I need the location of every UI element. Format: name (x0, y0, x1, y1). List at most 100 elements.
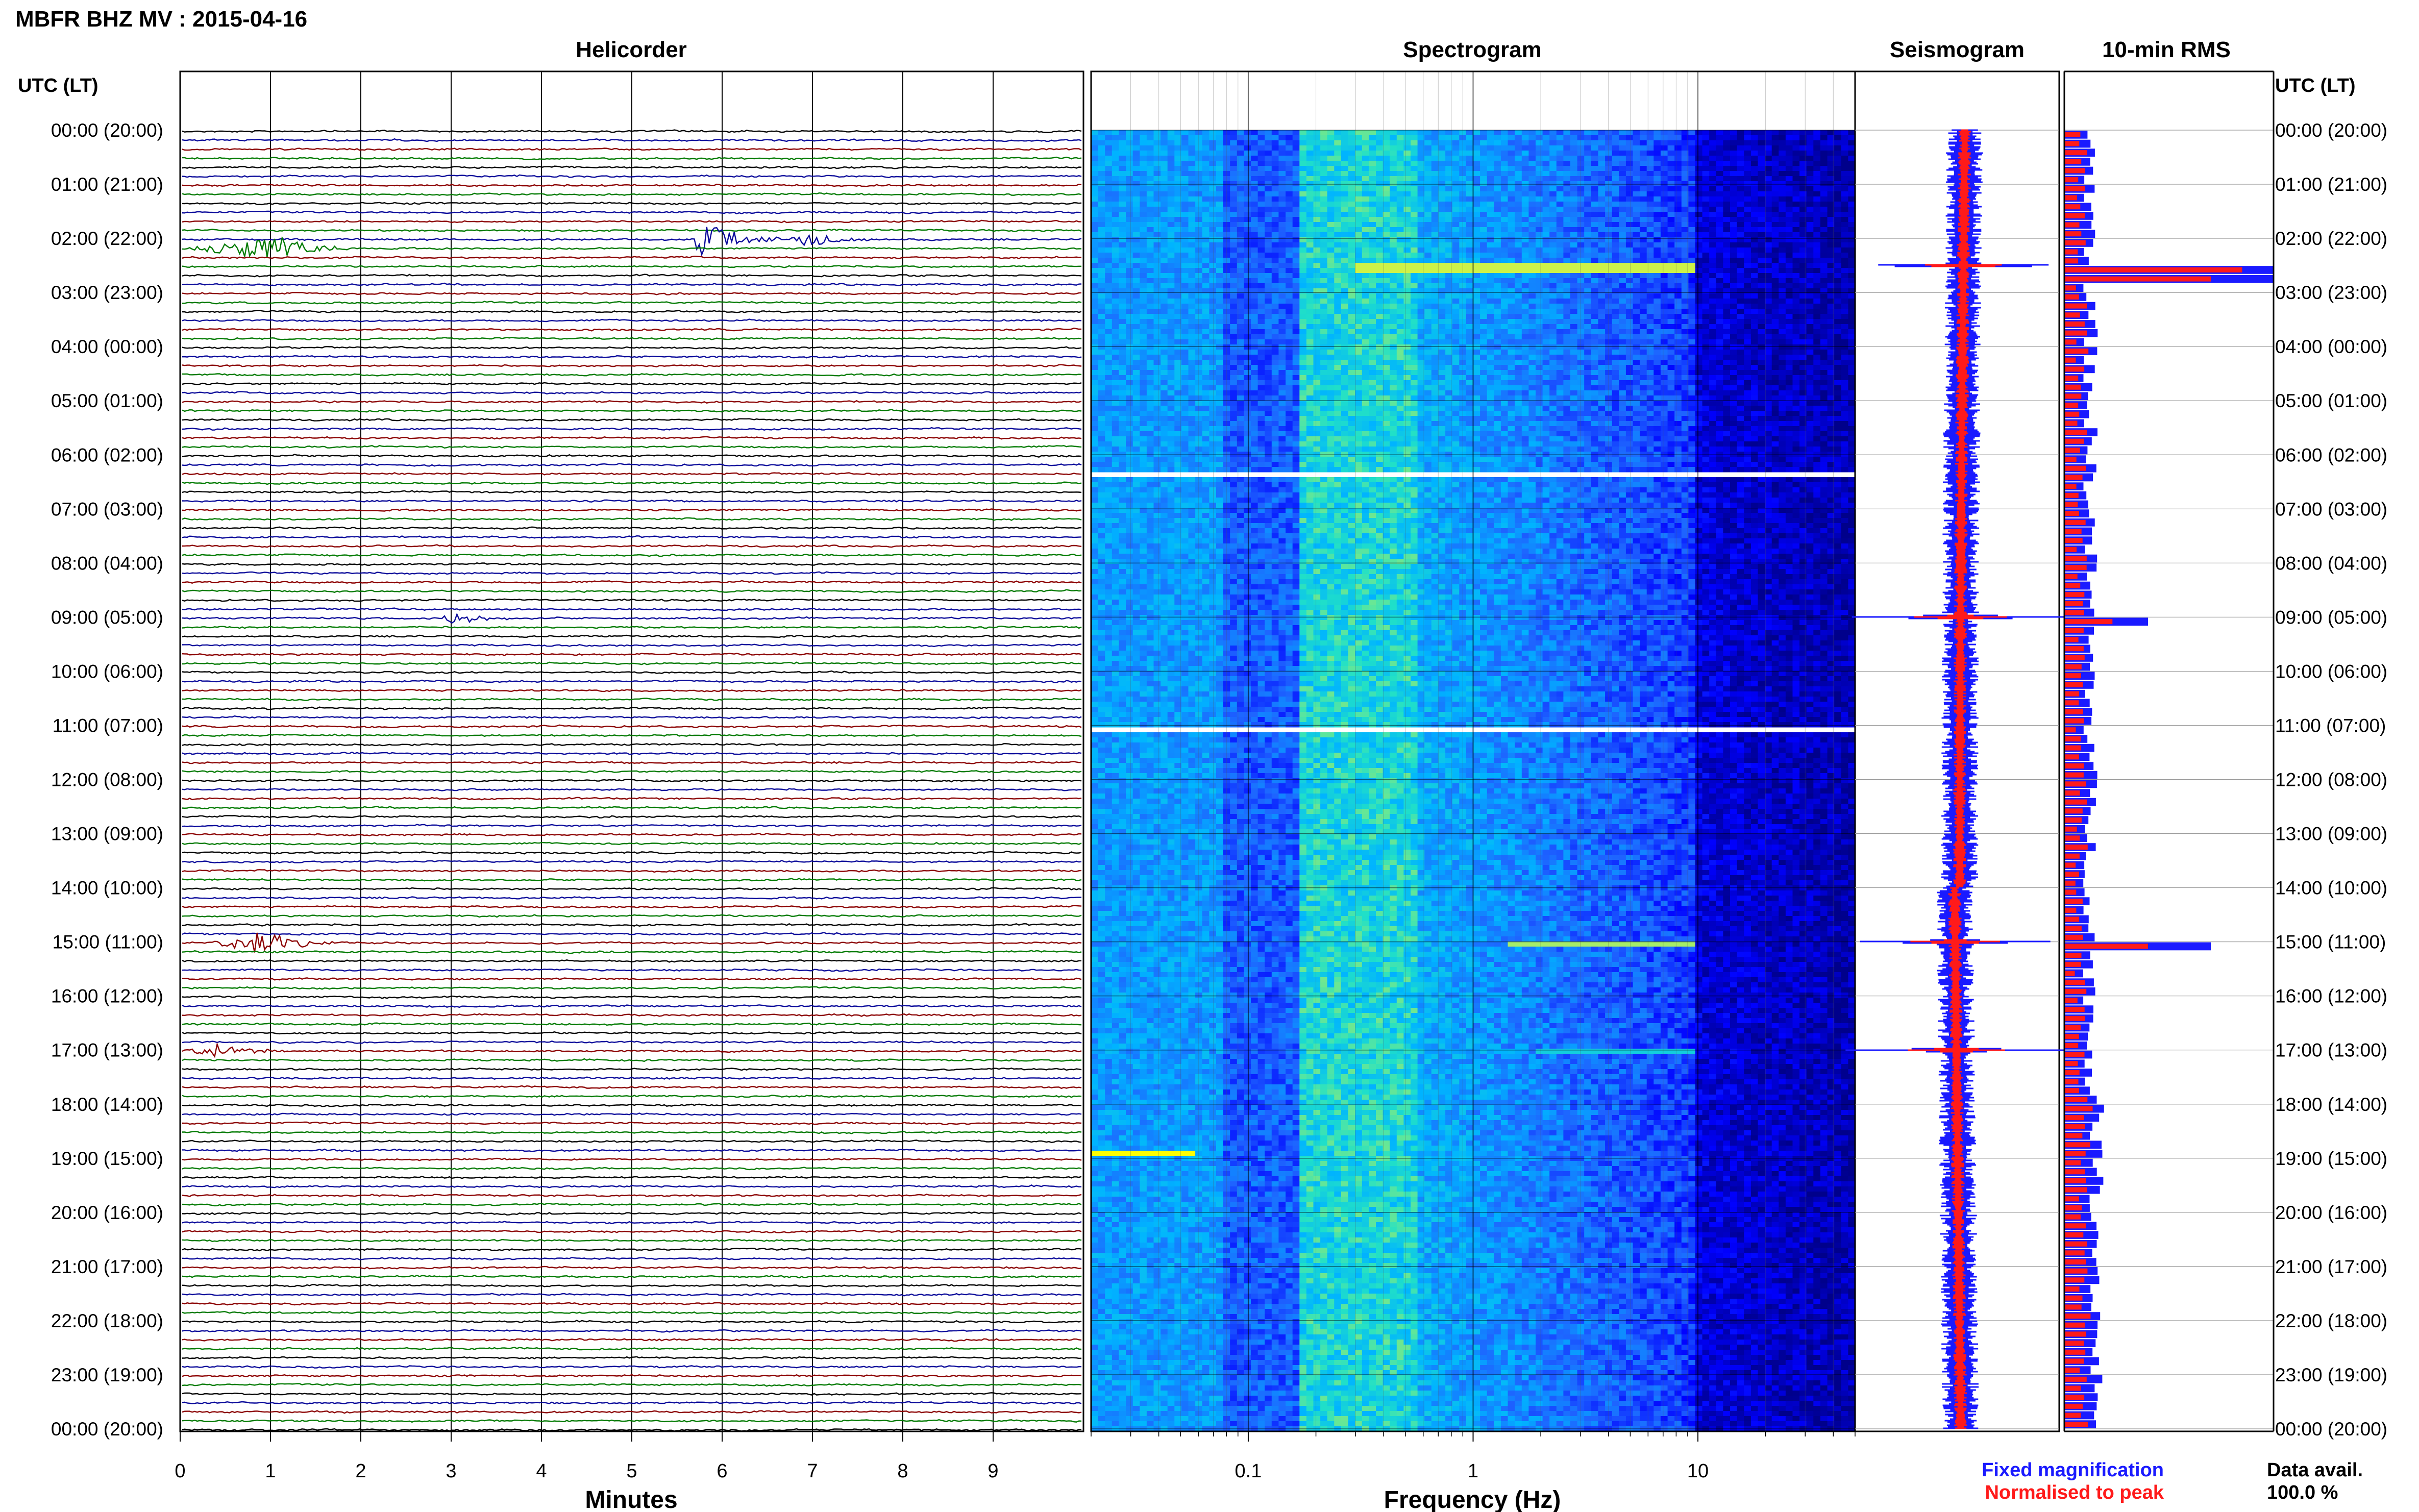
spectrogram-cell (1286, 140, 1293, 146)
spectrogram-cell (1744, 166, 1751, 171)
spectrogram-cell (1549, 135, 1557, 141)
spectrogram-cell (1320, 171, 1327, 177)
spectrogram-cell (1314, 130, 1321, 136)
spectrogram-cell (1765, 171, 1772, 177)
spectrogram-cell (1807, 145, 1814, 151)
spectrogram-cell (1799, 191, 1807, 197)
spectrogram-cell (1807, 181, 1814, 187)
spectrogram-cell (1793, 156, 1800, 161)
spectrogram-cell (1341, 186, 1348, 192)
spectrogram-cell (1293, 135, 1300, 141)
spectrogram-cell (1383, 151, 1390, 156)
spectrogram-cell (1515, 140, 1522, 146)
spectrogram-cell (1661, 135, 1668, 141)
spectrogram-cell (1105, 135, 1112, 141)
spectrogram-cell (1251, 130, 1258, 136)
spectrogram-cell (1702, 151, 1710, 156)
spectrogram-cell (1536, 191, 1543, 197)
spectrogram-cell (1577, 186, 1585, 192)
spectrogram-cell (1369, 196, 1376, 202)
spectrogram-cell (1369, 130, 1376, 136)
spectrogram-cell (1202, 191, 1210, 197)
spectrogram-cell (1126, 151, 1133, 156)
spectrogram-cell (1244, 161, 1251, 166)
spectrogram-cell (1244, 140, 1251, 146)
spectrogram-cell (1737, 161, 1744, 166)
spectrogram-cell (1154, 161, 1161, 166)
spectrogram-cell (1411, 181, 1418, 187)
spectrogram-cell (1168, 186, 1175, 192)
spectrogram-cell (1848, 161, 1855, 166)
spectrogram-cell (1758, 186, 1765, 192)
spectrogram-cell (1383, 171, 1390, 177)
spectrogram-cell (1653, 130, 1661, 136)
spectrogram-cell (1195, 161, 1202, 166)
spectrogram-cell (1403, 181, 1411, 187)
spectrogram-cell (1661, 130, 1668, 136)
spectrogram-cell (1439, 140, 1446, 146)
spectrogram-cell (1327, 151, 1335, 156)
spectrogram-cell (1390, 140, 1397, 146)
spectrogram-cell (1258, 156, 1265, 161)
spectrogram-cell (1744, 196, 1751, 202)
spectrogram-cell (1216, 156, 1223, 161)
spectrogram-cell (1397, 196, 1404, 202)
spectrogram-cell (1841, 145, 1848, 151)
spectrogram-cell (1612, 140, 1619, 146)
spectrogram-cell (1348, 130, 1355, 136)
spectrogram-cell (1348, 156, 1355, 161)
spectrogram-cell (1765, 161, 1772, 166)
spectrogram-cell (1515, 145, 1522, 151)
spectrogram-cell (1501, 151, 1508, 156)
spectrogram-cell (1091, 196, 1098, 202)
spectrogram-cell (1251, 176, 1258, 182)
spectrogram-cell (1653, 196, 1661, 202)
spectrogram-cell (1515, 135, 1522, 141)
spectrogram-cell (1161, 171, 1168, 177)
spectrogram-cell (1543, 191, 1550, 197)
spectrogram-cell (1403, 151, 1411, 156)
spectrogram-cell (1702, 135, 1710, 141)
spectrogram-cell (1515, 186, 1522, 192)
spectrogram-cell (1126, 161, 1133, 166)
spectrogram-cell (1369, 145, 1376, 151)
spectrogram-cell (1834, 161, 1841, 166)
spectrogram-cell (1397, 171, 1404, 177)
spectrogram-cell (1369, 166, 1376, 171)
spectrogram-cell (1480, 191, 1487, 197)
spectrogram-cell (1411, 161, 1418, 166)
spectrogram-cell (1286, 191, 1293, 197)
spectrogram-cell (1577, 166, 1585, 171)
spectrogram-cell (1258, 145, 1265, 151)
spectrogram-cell (1098, 181, 1105, 187)
spectrogram-cell (1424, 186, 1431, 192)
spectrogram-cell (1112, 161, 1119, 166)
spectrogram-cell (1418, 171, 1425, 177)
spectrogram-cell (1619, 156, 1626, 161)
spectrogram-cell (1334, 176, 1341, 182)
spectrogram-cell (1105, 186, 1112, 192)
spectrogram-cell (1626, 135, 1633, 141)
spectrogram-cell (1403, 191, 1411, 197)
spectrogram-cell (1181, 145, 1189, 151)
spectrogram-cell (1744, 181, 1751, 187)
spectrogram-cell (1202, 151, 1210, 156)
right-axis-title: UTC (LT) (2275, 75, 2356, 96)
spectrogram-cell (1362, 186, 1369, 192)
spectrogram-cell (1779, 191, 1786, 197)
spectrogram-cell (1230, 145, 1237, 151)
spectrogram-cell (1293, 176, 1300, 182)
spectrogram-cell (1758, 140, 1765, 146)
spectrogram-cell (1452, 130, 1460, 136)
spectrogram-cell (1397, 161, 1404, 166)
spectrogram-cell (1341, 151, 1348, 156)
spectrogram-cell (1154, 130, 1161, 136)
spectrogram-cell (1661, 196, 1668, 202)
spectrogram-cell (1730, 191, 1737, 197)
spectrogram-cell (1126, 171, 1133, 177)
spectrogram-cell (1251, 186, 1258, 192)
spectrogram-cell (1487, 161, 1494, 166)
spectrogram-cell (1543, 186, 1550, 192)
spectrogram-cell (1424, 196, 1431, 202)
spectrogram-cell (1411, 166, 1418, 171)
